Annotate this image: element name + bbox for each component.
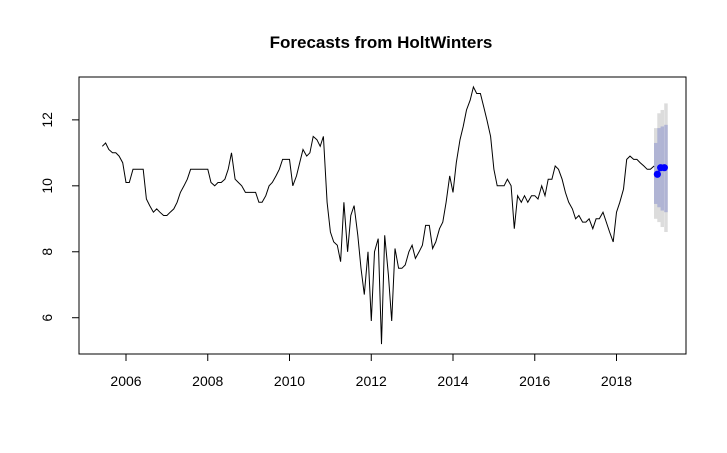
series-layer bbox=[101, 85, 655, 345]
x-tick-label: 2016 bbox=[519, 373, 550, 389]
y-tick-label: 10 bbox=[39, 178, 55, 194]
chart-title: Forecasts from HoltWinters bbox=[270, 33, 493, 52]
x-tick-label: 2014 bbox=[437, 373, 468, 389]
forecast-point bbox=[660, 164, 668, 172]
x-axis: 2006 2008 2010 2012 2014 2016 2018 bbox=[110, 353, 632, 389]
x-tick-label: 2006 bbox=[110, 373, 141, 389]
y-axis: 6 8 10 12 bbox=[39, 112, 80, 322]
y-tick-label: 6 bbox=[39, 314, 55, 322]
series-line bbox=[101, 85, 655, 345]
y-tick-label: 8 bbox=[39, 248, 55, 256]
forecast-point bbox=[653, 170, 661, 178]
x-tick-label: 2018 bbox=[601, 373, 632, 389]
x-tick-label: 2010 bbox=[274, 373, 305, 389]
forecast-points bbox=[653, 164, 668, 178]
x-tick-label: 2008 bbox=[192, 373, 223, 389]
x-tick-label: 2012 bbox=[356, 373, 387, 389]
y-tick-label: 12 bbox=[39, 112, 55, 128]
